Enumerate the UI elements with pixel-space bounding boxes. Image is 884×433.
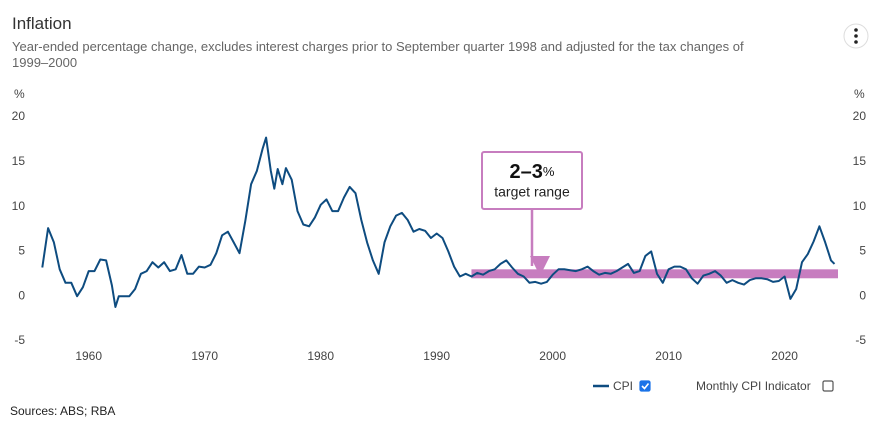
source: Sources: ABS; RBA [10,404,115,418]
annotation-unit: % [543,164,555,179]
legend-checkbox[interactable] [639,380,651,392]
target-band [471,269,838,279]
line-series [41,136,836,308]
y-unit-label: % [14,87,25,101]
x-tick-label: 1960 [75,349,102,363]
menu-dot [854,40,858,44]
x-tick-label: 1990 [423,349,450,363]
header: Inflation Year-ended percentage change, … [12,14,772,71]
y-tick-label: 15 [12,154,26,168]
y2-unit-label: % [854,87,865,101]
y2-tick-label: 5 [859,244,866,258]
menu-dot [854,28,858,32]
x-tick-label: 2000 [539,349,566,363]
legend-checkbox[interactable] [822,380,834,392]
legend-label: CPI [613,379,633,393]
chart-title: Inflation [12,14,72,33]
y-tick-label: -5 [14,333,25,347]
y2-tick-label: 10 [853,199,867,213]
y-tick-label: 10 [12,199,26,213]
y2-tick-label: 20 [853,109,867,123]
y-tick-label: 0 [18,288,25,302]
chart-subtitle: Year-ended percentage change, excludes i… [12,39,744,70]
x-tick-label: 1970 [191,349,218,363]
annotation-box [481,151,583,210]
legend-label: Monthly CPI Indicator [696,379,811,393]
y-tick-label: 20 [12,109,26,123]
y2-tick-label: -5 [855,333,866,347]
x-tick-label: 2010 [655,349,682,363]
y2-tick-label: 15 [853,154,867,168]
y-tick-label: 5 [18,244,25,258]
annotation-value-text: 2–3 [510,161,543,183]
annotation-label: target range [494,184,570,200]
x-tick-label: 2020 [771,349,798,363]
checkmark [641,383,650,390]
y2-tick-label: 0 [859,288,866,302]
annotation-value: 2–3% [510,161,555,183]
menu-dot [854,34,858,38]
x-tick-label: 1980 [307,349,334,363]
